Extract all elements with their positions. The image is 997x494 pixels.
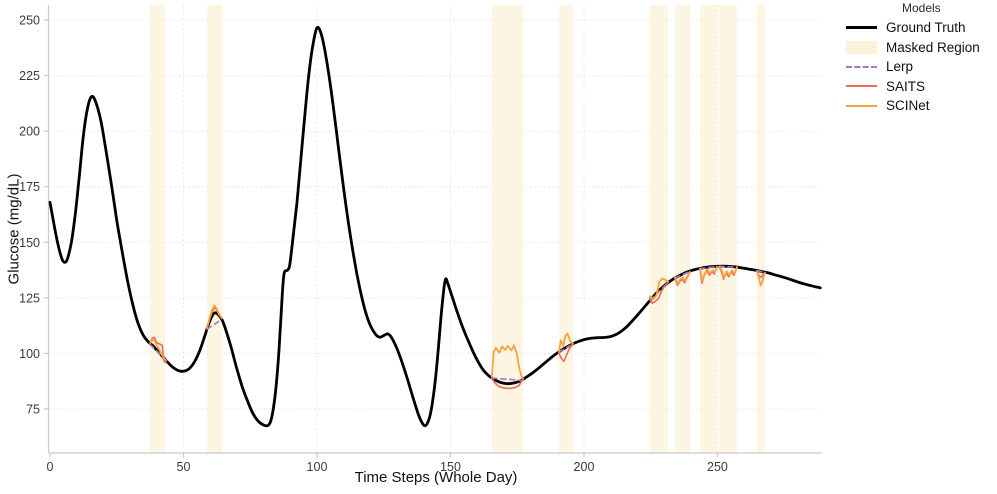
series-line-scinet	[699, 265, 718, 282]
series-line-lerp	[674, 270, 691, 279]
series-line-saits	[699, 266, 718, 284]
series-line-lerp	[699, 265, 718, 270]
y-tick-label: 150	[19, 236, 40, 250]
legend-items: Ground Truth Masked Region Lerp SAITS SCINet	[846, 18, 996, 116]
masked-region-band	[150, 5, 166, 453]
y-tick-label: 100	[19, 347, 40, 361]
series-line-lerp	[718, 265, 738, 268]
y-tick-label: 125	[19, 291, 40, 305]
legend-item-ground-truth[interactable]: Ground Truth	[846, 18, 996, 38]
masked-region-band	[699, 5, 717, 453]
legend-swatch-scinet	[846, 104, 877, 107]
x-tick-label: 200	[574, 460, 595, 474]
legend: Models Ground Truth Masked Region Lerp SAIT…	[846, 1, 996, 116]
legend-label: SCINet	[886, 98, 930, 114]
series-line-saits	[149, 336, 168, 364]
legend-label: Masked Region	[886, 39, 980, 55]
legend-item-saits[interactable]: SAITS	[846, 77, 996, 97]
legend-swatch-saits	[846, 85, 877, 88]
series-line-ground-truth	[48, 25, 822, 428]
series-line-scinet	[674, 270, 691, 285]
x-tick-label: 0	[47, 460, 54, 474]
legend-item-scinet[interactable]: SCINet	[846, 96, 996, 116]
series-line-saits	[491, 377, 524, 390]
legend-label: Ground Truth	[886, 20, 966, 36]
series-line-scinet	[149, 338, 166, 361]
series-line-scinet	[491, 344, 524, 380]
masked-region-band	[675, 5, 690, 453]
series-line-lerp	[206, 318, 223, 330]
series-line-scinet	[558, 332, 574, 354]
legend-swatch-ground-truth	[846, 26, 877, 30]
x-axis-title: Time Steps (Whole Day)	[354, 469, 518, 486]
series-line-scinet	[756, 270, 766, 287]
y-tick-label: 225	[19, 69, 40, 83]
legend-label: Lerp	[886, 59, 914, 75]
masked-region-band	[558, 5, 574, 453]
legend-label: SAITS	[886, 78, 926, 94]
series-line-scinet	[206, 304, 223, 329]
masked-region-band	[719, 5, 737, 453]
series-line-scinet	[718, 265, 738, 279]
series-line-lerp	[756, 269, 766, 274]
y-tick-label: 75	[26, 403, 40, 417]
x-tick-label: 50	[177, 460, 191, 474]
y-tick-label: 175	[19, 180, 40, 194]
y-axis-title: Glucose (mg/dL)	[5, 173, 23, 285]
legend-swatch-masked-region	[846, 40, 877, 54]
masked-region-band	[206, 5, 222, 453]
series-line-saits	[649, 281, 669, 304]
masked-region-band	[649, 5, 669, 453]
x-tick-label: 250	[707, 460, 728, 474]
series-line-saits	[558, 343, 574, 363]
x-tick-label: 100	[307, 460, 328, 474]
legend-item-masked-region[interactable]: Masked Region	[846, 38, 996, 58]
y-tick-label: 250	[19, 14, 40, 28]
legend-swatch-lerp	[846, 65, 877, 68]
y-tick-label: 200	[19, 125, 40, 139]
x-tick-label: 150	[440, 460, 461, 474]
series-line-lerp	[558, 343, 574, 353]
series-line-scinet	[649, 277, 669, 301]
legend-title: Models	[902, 1, 941, 15]
series-line-lerp	[491, 377, 524, 382]
legend-item-lerp[interactable]: Lerp	[846, 57, 996, 77]
masked-region-band	[756, 5, 765, 453]
